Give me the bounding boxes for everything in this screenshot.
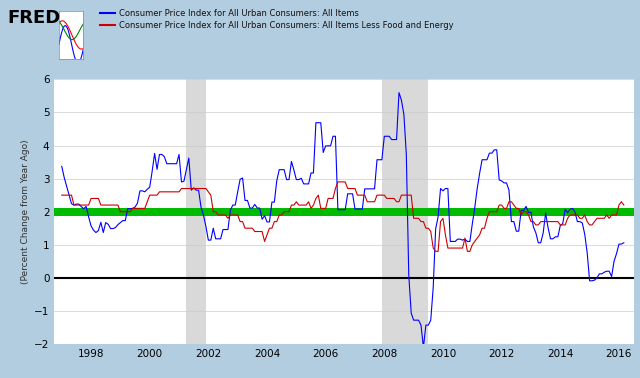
Legend: Consumer Price Index for All Urban Consumers: All Items, Consumer Price Index fo: Consumer Price Index for All Urban Consu…: [97, 6, 456, 33]
Y-axis label: (Percent Change from Year Ago): (Percent Change from Year Ago): [21, 139, 30, 284]
Bar: [382, 79, 428, 344]
Bar: [186, 79, 206, 344]
Bar: [54, 208, 634, 216]
Text: FRED: FRED: [8, 9, 61, 28]
